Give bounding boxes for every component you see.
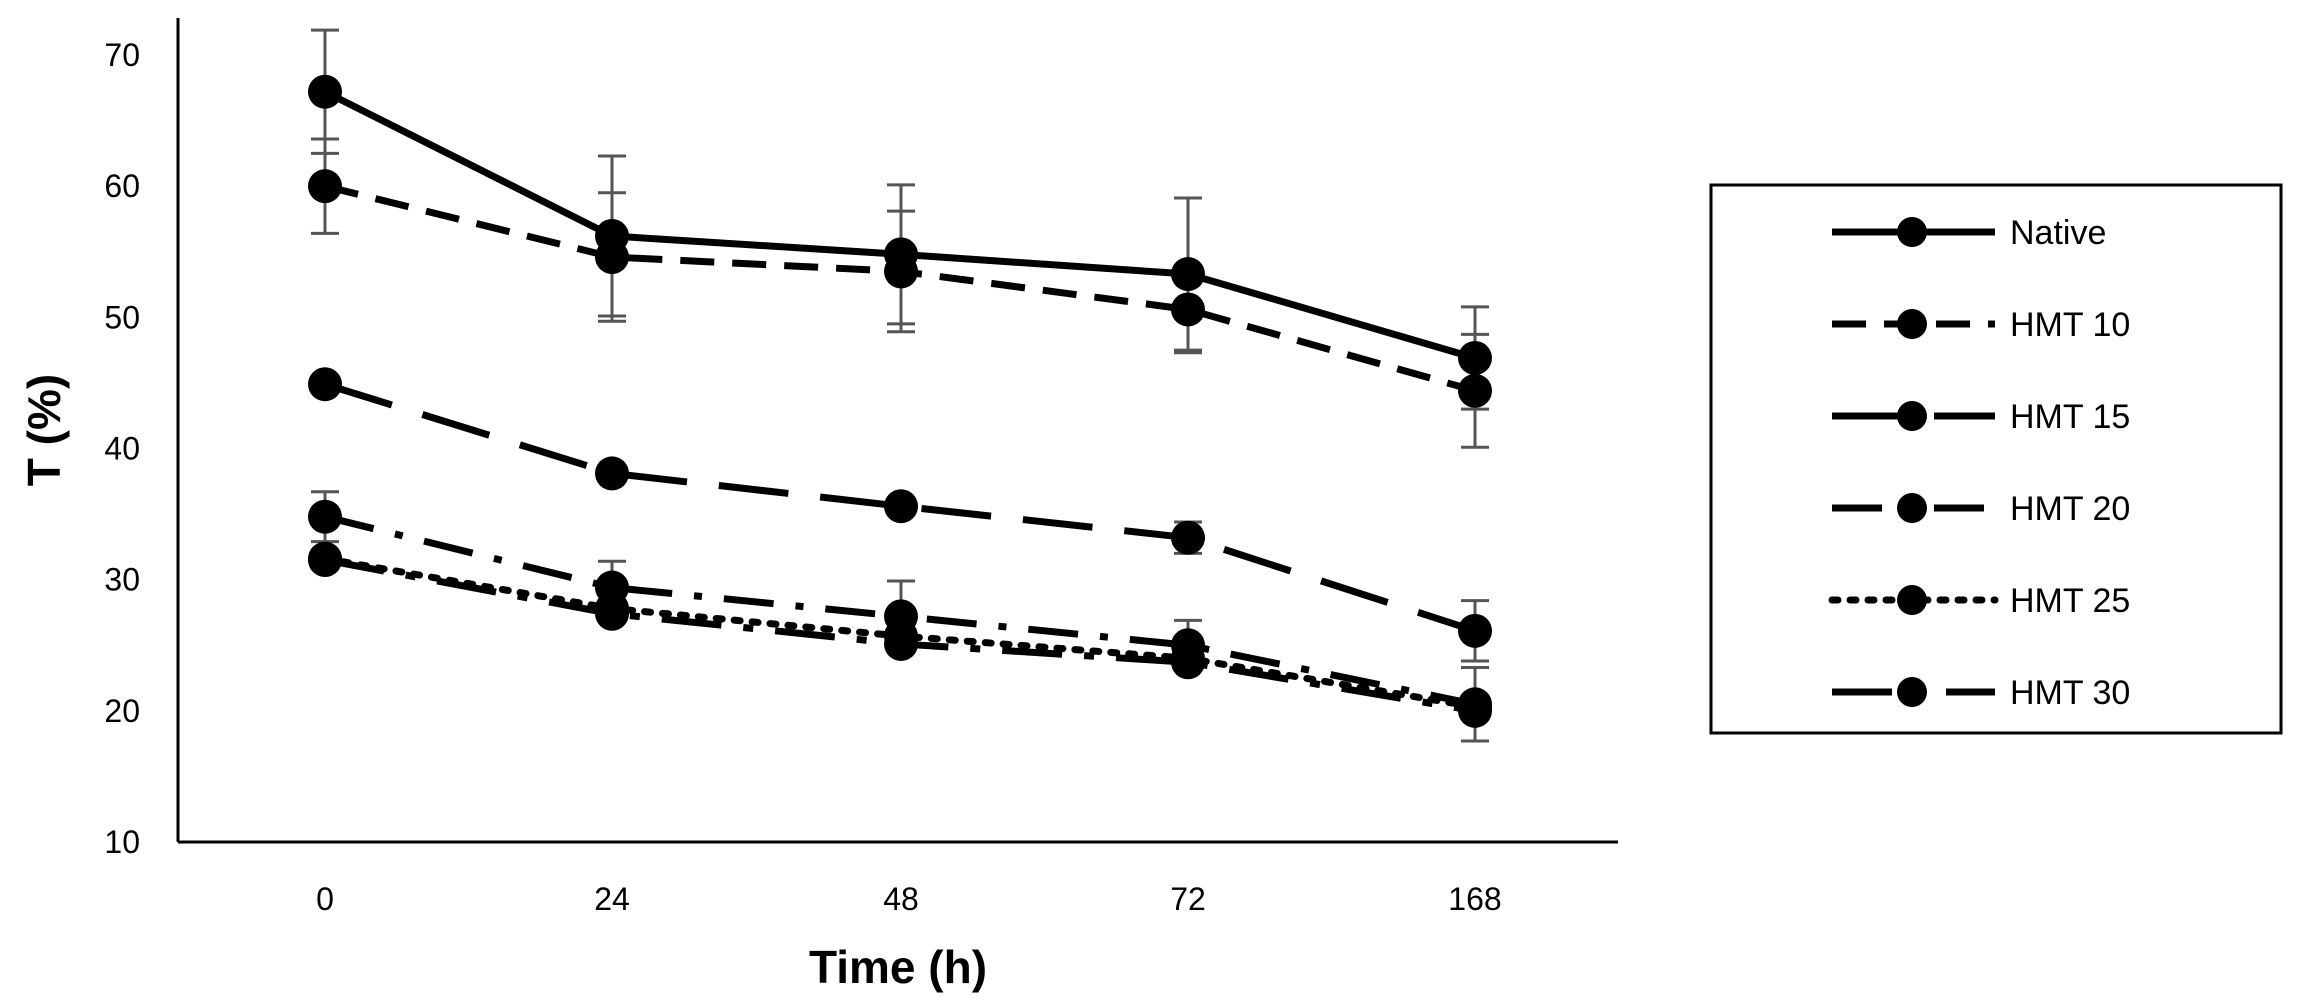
legend-label: Native [2010,214,2106,252]
data-point [884,489,918,524]
x-tick-labels: 0 24 48 72 168 [316,881,1502,917]
data-point [595,596,629,631]
y-tick-label: 60 [104,168,140,204]
series-layer [308,74,1492,728]
data-point [1171,292,1205,327]
legend-label: HMT 25 [2010,582,2130,620]
y-tick-label: 70 [104,37,140,73]
data-point [595,456,629,491]
y-tick-label: 10 [104,824,140,860]
y-tick-label: 20 [104,693,140,729]
y-tick-label: 30 [104,562,140,598]
legend-item: HMT 20 [1832,490,2130,528]
legend-swatch-marker [1897,217,1927,247]
data-point [1458,613,1492,648]
legend-swatch-marker [1897,493,1927,523]
data-point [1458,340,1492,375]
legend-box [1709,183,2283,735]
legend-item: HMT 25 [1828,582,2130,620]
x-tick-label: 24 [594,881,630,917]
data-point [884,254,918,289]
data-point [308,499,342,534]
y-tick-label: 50 [104,299,140,335]
x-tick-label: 168 [1448,881,1501,917]
y-tick-label: 40 [104,431,140,467]
data-point [595,239,629,274]
data-point [308,367,342,402]
legend-label: HMT 15 [2010,398,2130,436]
y-tick-labels: 10 20 30 40 50 60 70 [104,37,140,860]
legend-swatch-marker [1897,401,1927,431]
x-tick-label: 72 [1170,881,1206,917]
data-point [1458,693,1492,728]
series-line-3 [323,380,1477,635]
legend-swatch-marker [1897,677,1927,707]
legend-item: HMT 10 [1832,306,2130,344]
x-axis-title: Time (h) [809,941,987,993]
y-axis-title: T (%) [18,374,70,486]
data-point [1458,373,1492,408]
data-point [1171,520,1205,555]
data-point [884,626,918,661]
data-point [308,169,342,204]
data-point [308,542,342,577]
legend-swatch-marker [1897,585,1927,615]
legend-label: HMT 10 [2010,306,2130,344]
legend-swatch-marker [1897,309,1927,339]
legend-label: HMT 20 [2010,490,2130,528]
legend-item: HMT 30 [1832,674,2130,712]
x-tick-label: 0 [316,881,334,917]
legend: Native HMT 10 HMT 15 HMT 20 HMT 25 HMT 30 [1828,214,2130,712]
data-point [1171,645,1205,680]
data-point [1171,257,1205,292]
data-point [308,74,342,109]
legend-item: HMT 15 [1832,398,2130,436]
legend-label: HMT 30 [2010,674,2130,712]
legend-item: Native [1832,214,2106,252]
x-tick-label: 48 [883,881,919,917]
